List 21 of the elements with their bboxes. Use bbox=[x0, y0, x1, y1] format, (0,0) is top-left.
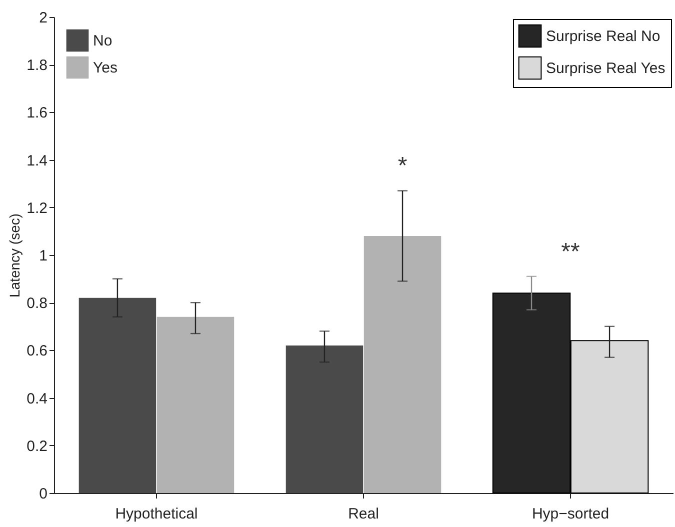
legend-label: Surprise Real No bbox=[546, 28, 660, 45]
x-tick-label: Hypothetical bbox=[115, 506, 198, 522]
y-tick-label: 1 bbox=[39, 248, 48, 264]
y-tick-label: 0.2 bbox=[26, 438, 48, 455]
x-tick-label: Real bbox=[348, 506, 379, 522]
y-tick-label: 0 bbox=[39, 486, 48, 502]
y-tick-label: 2 bbox=[39, 10, 48, 26]
y-tick-label: 1.2 bbox=[26, 200, 48, 217]
legend-label: Yes bbox=[93, 60, 118, 76]
y-tick-label: 1.6 bbox=[26, 104, 48, 122]
y-tick-label: 1.8 bbox=[26, 57, 48, 74]
y-axis-title: Latency (sec) bbox=[6, 213, 23, 298]
y-tick-label: 0.4 bbox=[26, 390, 48, 408]
annotation: ** bbox=[561, 238, 580, 266]
y-tick-label: 0.6 bbox=[26, 342, 48, 360]
x-tick-label: Hyp−sorted bbox=[532, 506, 610, 522]
legend-label: No bbox=[93, 32, 112, 50]
y-tick-label: 0.8 bbox=[26, 295, 48, 312]
annotation: * bbox=[398, 152, 408, 180]
y-tick-label: 1.4 bbox=[26, 152, 48, 170]
legend-label: Surprise Real Yes bbox=[546, 60, 666, 77]
